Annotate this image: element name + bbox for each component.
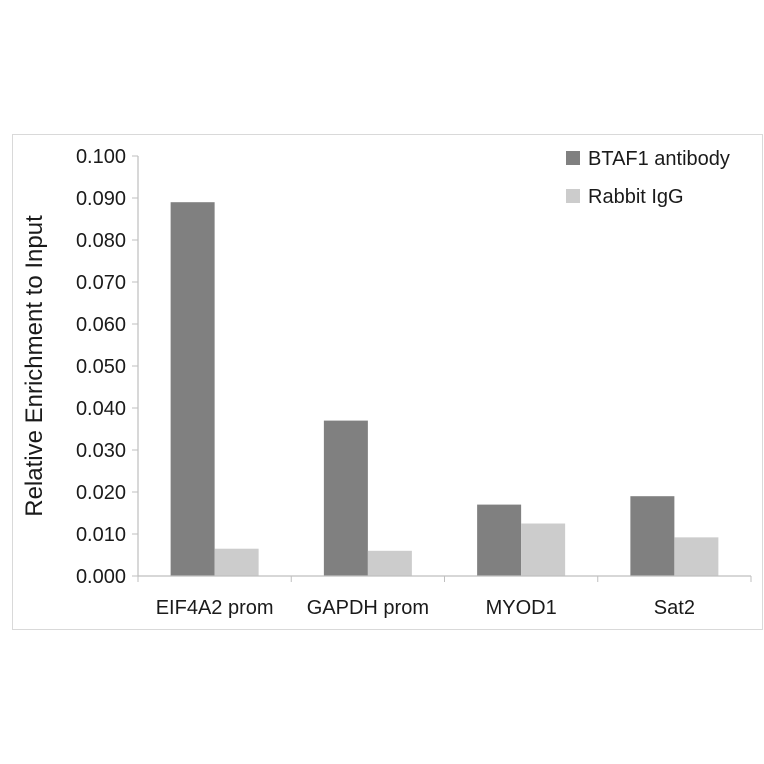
y-tick-label: 0.000 — [76, 566, 126, 588]
x-tick-label: MYOD1 — [486, 597, 557, 619]
x-tick-label: EIF4A2 prom — [156, 597, 274, 619]
bar-igg — [367, 550, 412, 576]
legend-label: Rabbit IgG — [588, 186, 684, 208]
y-tick-label: 0.060 — [76, 314, 126, 336]
y-tick-label: 0.020 — [76, 482, 126, 504]
y-tick-label: 0.010 — [76, 524, 126, 546]
bar-igg — [674, 537, 719, 576]
bar-igg — [521, 523, 566, 576]
bar-btaf1 — [323, 420, 368, 576]
bar-btaf1 — [170, 202, 215, 576]
y-tick-label: 0.050 — [76, 356, 126, 378]
legend-swatch — [566, 189, 580, 203]
legend-label: BTAF1 antibody — [588, 148, 730, 170]
y-axis-label: Relative Enrichment to Input — [21, 215, 48, 517]
x-tick-label: Sat2 — [654, 597, 695, 619]
bars — [170, 202, 719, 576]
y-tick-label: 0.090 — [76, 188, 126, 210]
x-axis-labels: EIF4A2 prom GAPDH prom MYOD1 Sat2 — [156, 597, 695, 619]
y-tick-label: 0.100 — [76, 146, 126, 168]
bar-btaf1 — [477, 504, 522, 576]
bar-igg — [214, 548, 259, 576]
y-tick-label: 0.040 — [76, 398, 126, 420]
y-tick-label: 0.030 — [76, 440, 126, 462]
legend: BTAF1 antibody Rabbit IgG — [566, 148, 730, 208]
y-tick-label: 0.080 — [76, 230, 126, 252]
y-axis-ticks: 0.000 0.010 0.020 0.030 0.040 0.050 0.060 0.070… — [76, 146, 138, 588]
bar-btaf1 — [630, 496, 675, 576]
y-tick-label: 0.070 — [76, 272, 126, 294]
axes — [137, 156, 752, 582]
legend-swatch — [566, 151, 580, 165]
x-tick-label: GAPDH prom — [307, 597, 429, 619]
